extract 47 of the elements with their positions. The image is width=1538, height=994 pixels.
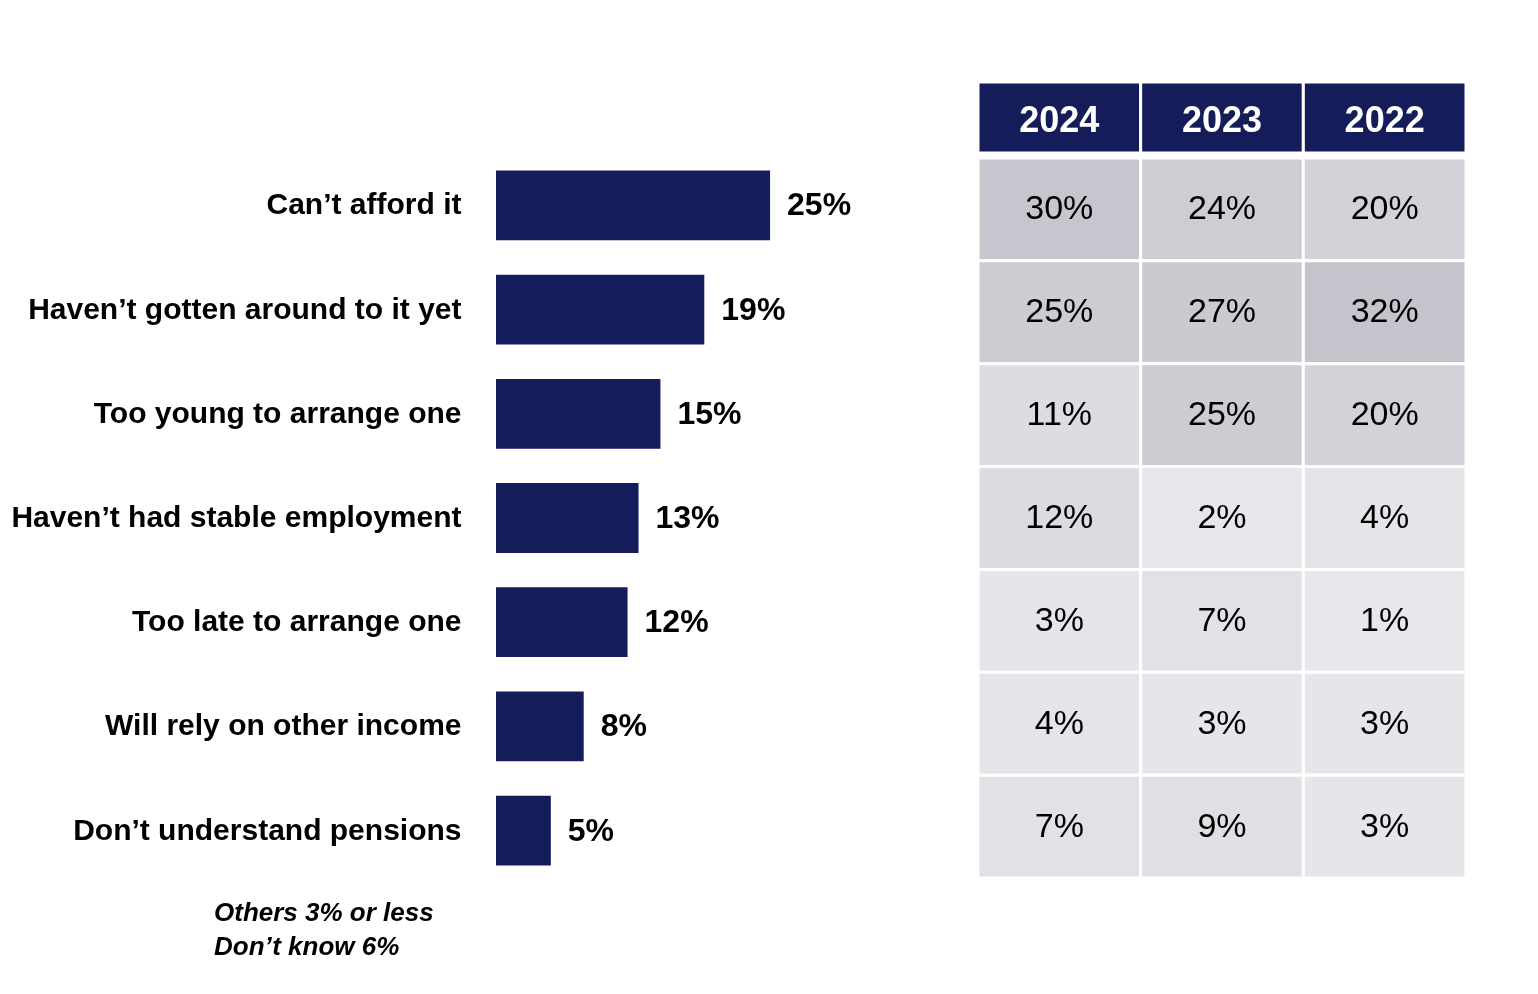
data-label: 15% [677,394,742,431]
bar [496,795,551,866]
data-label: 1% [1360,599,1410,638]
data-label: 32% [1350,291,1419,330]
text: Don’t know 6% [214,931,400,961]
data-label: 20% [1350,188,1419,227]
data-label: 7% [1034,805,1084,844]
data-label: 12% [1025,497,1094,535]
data-label: 25% [1187,394,1257,433]
data-label: 3% [1360,805,1410,844]
data-label: 30% [1025,188,1094,227]
data-label: 19% [721,290,786,327]
data-label: 20% [1350,394,1419,433]
y-tick-label: Haven’t had stable employment [11,500,462,533]
y-tick-label: Too young to arrange one [93,395,462,429]
data-label: 8% [600,707,647,744]
data-label: 4% [1034,702,1084,741]
y-tick-label: Can’t afford it [266,187,462,221]
data-label: 3% [1034,599,1084,638]
y-tick-label: Haven’t gotten around to it yet [28,291,462,325]
x-tick-label: 2022 [1344,98,1425,140]
bar [496,170,771,241]
data-label: 24% [1187,188,1257,227]
data-label: 9% [1197,805,1247,844]
data-label: 3% [1360,702,1410,741]
x-tick-label: 2023 [1181,98,1263,140]
y-tick-label: Will rely on other income [105,708,462,742]
data-label: 27% [1187,291,1257,330]
data-label: 2% [1197,497,1247,535]
data-label: 25% [1025,291,1094,330]
data-label: 3% [1197,702,1247,741]
data-label: 4% [1360,497,1410,535]
data-label: 13% [655,499,720,535]
bar [496,691,584,762]
data-label: 7% [1197,599,1247,638]
data-label: 25% [787,186,852,223]
y-tick-label: Don’t understand pensions [73,812,462,846]
data-label: 12% [644,603,709,640]
text: Others 3% or less [214,897,434,927]
bar [496,587,628,658]
data-label: 5% [567,811,615,848]
y-tick-label: Too late to arrange one [132,604,462,638]
x-tick-label: 2024 [1019,98,1100,140]
bar [496,378,661,449]
bar [496,274,705,345]
data-label: 11% [1026,394,1093,433]
bar [496,483,639,553]
